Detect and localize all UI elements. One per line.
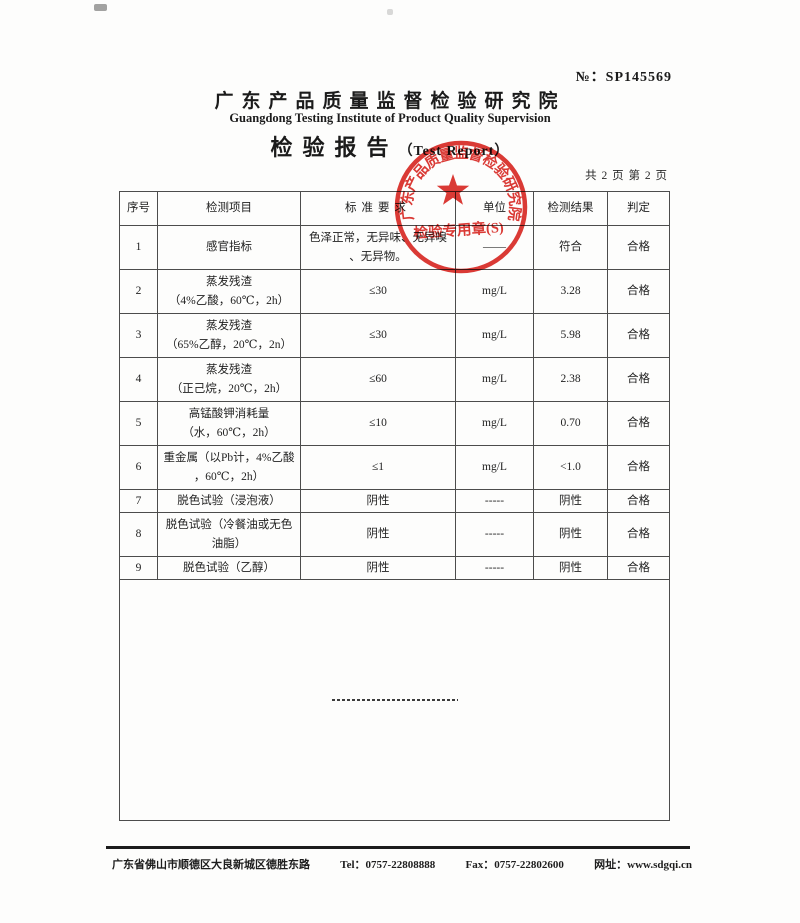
page-indicator: 共 2 页 第 2 页 <box>585 170 668 182</box>
row-no-cell: 9 <box>119 556 158 580</box>
report-number: №：SP145569 <box>576 66 672 86</box>
test-item-cell: 脱色试验（乙醇） <box>157 556 301 580</box>
standard-requirement-cell: 阴性 <box>300 512 456 557</box>
verdict-cell: 合格 <box>607 445 670 490</box>
footer-fax: Fax：0757-22802600 <box>465 859 564 871</box>
verdict-cell: 合格 <box>607 512 670 557</box>
unit-cell: mg/L <box>455 445 534 490</box>
report-title-en: （Test Report） <box>398 144 510 159</box>
footer-web: 网址：www.sdgqi.cn <box>594 859 692 871</box>
results-table-empty-section <box>119 579 670 821</box>
institute-name-en: Guangdong Testing Institute of Product Q… <box>229 111 551 125</box>
unit-cell: mg/L <box>455 357 534 402</box>
empty-cell <box>119 579 670 821</box>
results-table-header: 序号 检测项目 标准要求 单位 检测结果 判定 <box>119 191 670 226</box>
test-item-cell: 蒸发残渣 （65%乙醇，20℃，2n） <box>157 313 301 358</box>
row-no-cell: 4 <box>119 357 158 402</box>
header-row: 序号 检测项目 标准要求 单位 检测结果 判定 <box>119 191 670 226</box>
header-standard-requirement: 标准要求 <box>300 191 456 226</box>
standard-requirement-cell: ≤1 <box>300 445 456 490</box>
report-number-value: SP145569 <box>605 70 672 85</box>
test-result-cell: 0.70 <box>533 401 608 446</box>
table-row: 8 脱色试验（冷餐油或无色 油脂） 阴性 ----- 阴性 合格 <box>119 512 670 557</box>
test-result-cell: 阴性 <box>533 512 608 557</box>
verdict-cell: 合格 <box>607 357 670 402</box>
standard-requirement-cell: 阴性 <box>300 489 456 513</box>
unit-cell: ----- <box>455 556 534 580</box>
table-row: 9 脱色试验（乙醇） 阴性 ----- 阴性 合格 <box>119 556 670 580</box>
footer-address: 广东省佛山市顺德区大良新城区德胜东路 <box>112 859 310 871</box>
results-table-body: 1 感官指标 色泽正常，无异味、无异嗅 、无异物。 —— 符合 合格 2 蒸发残渣 （4%乙酸，6… <box>119 225 670 580</box>
unit-cell: mg/L <box>455 269 534 314</box>
footer-contact: 广东省佛山市顺德区大良新城区德胜东路 Tel：0757-22808888 Fax… <box>112 856 692 872</box>
table-row: 5 高锰酸钾消耗量 （水，60℃，2h） ≤10 mg/L 0.70 合格 <box>119 401 670 446</box>
dashed-separator <box>331 699 458 701</box>
table-row: 3 蒸发残渣 （65%乙醇，20℃，2n） ≤30 mg/L 5.98 合格 <box>119 313 670 358</box>
empty-row <box>119 579 670 821</box>
scan-speck <box>94 4 107 11</box>
footer-divider <box>106 846 690 849</box>
test-item-cell: 高锰酸钾消耗量 （水，60℃，2h） <box>157 401 301 446</box>
test-result-cell: 符合 <box>533 225 608 270</box>
unit-cell: mg/L <box>455 401 534 446</box>
test-result-cell: <1.0 <box>533 445 608 490</box>
verdict-cell: 合格 <box>607 489 670 513</box>
table-row: 4 蒸发残渣 （正己烷，20℃，2h） ≤60 mg/L 2.38 合格 <box>119 357 670 402</box>
standard-requirement-cell: 色泽正常，无异味、无异嗅 、无异物。 <box>300 225 456 270</box>
verdict-cell: 合格 <box>607 556 670 580</box>
test-item-cell: 脱色试验（浸泡液） <box>157 489 301 513</box>
unit-cell: mg/L <box>455 313 534 358</box>
test-item-cell: 蒸发残渣 （4%乙酸，60℃，2h） <box>157 269 301 314</box>
row-no-cell: 1 <box>119 225 158 270</box>
table-row: 7 脱色试验（浸泡液） 阴性 ----- 阴性 合格 <box>119 489 670 513</box>
results-table: 序号 检测项目 标准要求 单位 检测结果 判定 1 感官指标 色泽正常，无异味、无异… <box>119 191 670 821</box>
standard-requirement-cell: 阴性 <box>300 556 456 580</box>
row-no-cell: 5 <box>119 401 158 446</box>
table-row: 6 重金属（以Pb计，4%乙酸 ，60℃，2h） ≤1 mg/L <1.0 合格 <box>119 445 670 490</box>
report-title: 检验报告（Test Report） <box>40 130 740 162</box>
table-row: 1 感官指标 色泽正常，无异味、无异嗅 、无异物。 —— 符合 合格 <box>119 225 670 270</box>
unit-cell: ----- <box>455 489 534 513</box>
standard-requirement-cell: ≤60 <box>300 357 456 402</box>
header-verdict: 判定 <box>607 191 670 226</box>
standard-requirement-cell: ≤10 <box>300 401 456 446</box>
test-result-cell: 2.38 <box>533 357 608 402</box>
row-no-cell: 6 <box>119 445 158 490</box>
verdict-cell: 合格 <box>607 269 670 314</box>
report-number-label: №： <box>575 70 606 85</box>
test-item-cell: 蒸发残渣 （正己烷，20℃，2h） <box>157 357 301 402</box>
test-item-cell: 重金属（以Pb计，4%乙酸 ，60℃，2h） <box>157 445 301 490</box>
row-no-cell: 7 <box>119 489 158 513</box>
test-item-cell: 感官指标 <box>157 225 301 270</box>
footer-tel: Tel：0757-22808888 <box>340 859 436 871</box>
header-serial-no: 序号 <box>119 191 158 226</box>
unit-cell: —— <box>455 225 534 270</box>
report-title-cn: 检验报告 <box>270 135 399 160</box>
test-result-cell: 5.98 <box>533 313 608 358</box>
test-result-cell: 3.28 <box>533 269 608 314</box>
table-row: 2 蒸发残渣 （4%乙酸，60℃，2h） ≤30 mg/L 3.28 合格 <box>119 269 670 314</box>
unit-cell: ----- <box>455 512 534 557</box>
row-no-cell: 3 <box>119 313 158 358</box>
verdict-cell: 合格 <box>607 313 670 358</box>
header-unit: 单位 <box>455 191 534 226</box>
header-test-item: 检测项目 <box>157 191 301 226</box>
standard-requirement-cell: ≤30 <box>300 313 456 358</box>
scan-speck <box>387 9 393 15</box>
test-item-cell: 脱色试验（冷餐油或无色 油脂） <box>157 512 301 557</box>
test-result-cell: 阴性 <box>533 489 608 513</box>
standard-requirement-cell: ≤30 <box>300 269 456 314</box>
verdict-cell: 合格 <box>607 401 670 446</box>
test-result-cell: 阴性 <box>533 556 608 580</box>
row-no-cell: 2 <box>119 269 158 314</box>
institute-name-cn: 广东产品质量监督检验研究院 <box>214 91 566 112</box>
header-test-result: 检测结果 <box>533 191 608 226</box>
row-no-cell: 8 <box>119 512 158 557</box>
verdict-cell: 合格 <box>607 225 670 270</box>
